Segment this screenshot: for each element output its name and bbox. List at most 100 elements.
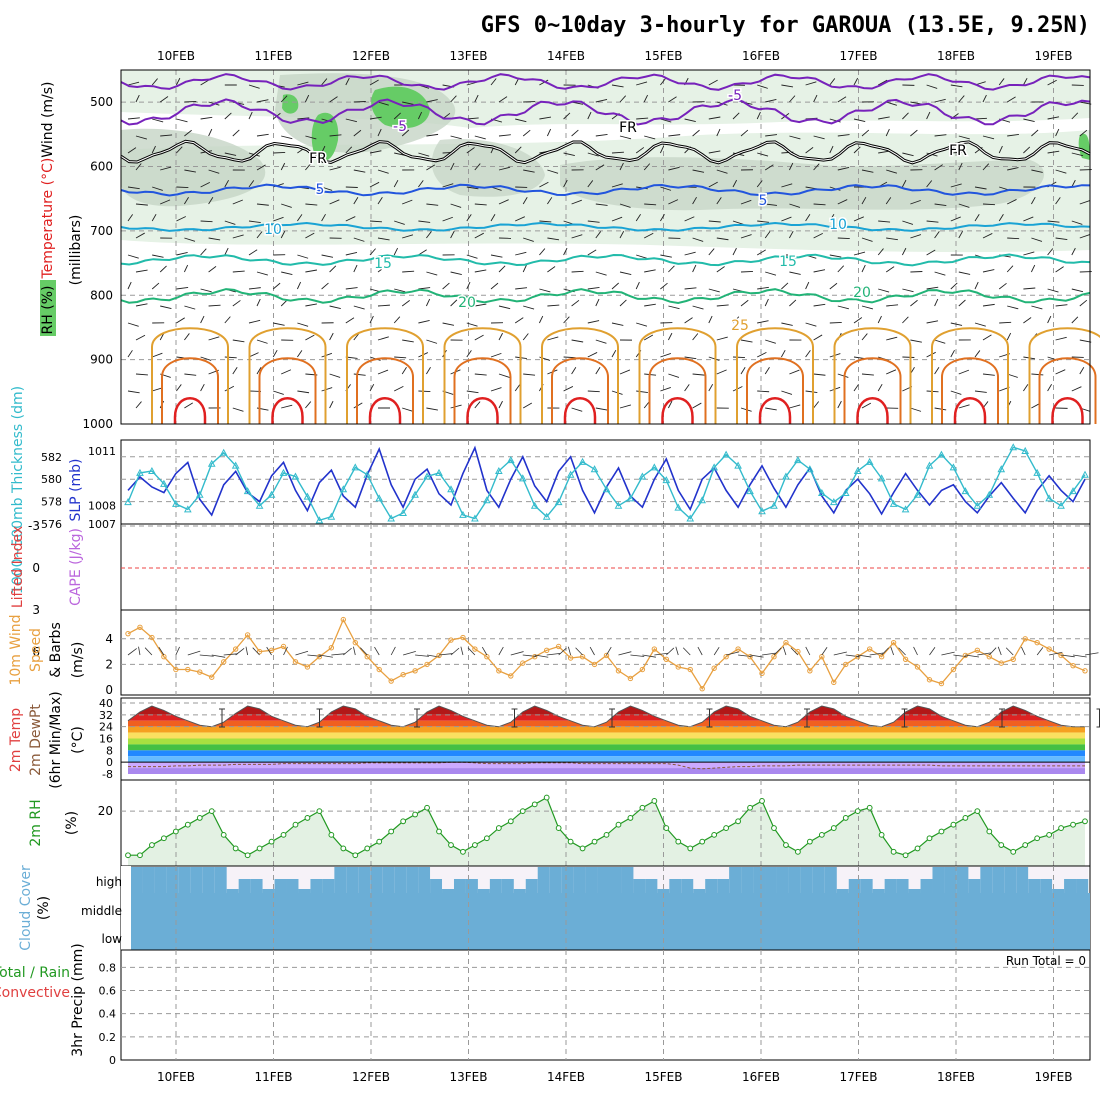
wind-barb <box>345 186 358 188</box>
wind-barb <box>982 163 990 171</box>
wind-barb <box>587 320 600 324</box>
wind-barb <box>757 286 769 290</box>
slp-point <box>566 470 575 478</box>
wind-barb <box>805 147 814 154</box>
wind-barb <box>1023 118 1035 122</box>
wind-barb <box>184 129 192 137</box>
wind10m-frame <box>120 609 1091 696</box>
cloud-high <box>669 879 682 893</box>
wind-barb <box>764 367 770 375</box>
wind-barb <box>127 390 140 394</box>
cloud-mid-low <box>131 893 1090 950</box>
wind10m-point <box>352 639 358 646</box>
date-label-top: 11FEB <box>255 49 293 63</box>
rh2m-point <box>376 838 383 845</box>
wind-barb <box>321 186 333 191</box>
cloud-high <box>657 889 670 893</box>
minmax-bar <box>901 708 908 728</box>
wind-barb <box>345 317 355 324</box>
cloud-high <box>1028 879 1041 893</box>
rh2m-point <box>651 798 658 804</box>
slp-point <box>913 490 922 498</box>
wind-barb <box>151 145 156 154</box>
wind-barb <box>982 94 987 103</box>
wind-barb <box>853 317 863 324</box>
wind10m-point <box>591 661 598 668</box>
li-tick: 3 <box>32 603 40 617</box>
slp-point <box>650 463 659 471</box>
wind10m-point <box>603 652 610 659</box>
wind-barb <box>885 266 895 273</box>
rh2m-point <box>208 808 215 815</box>
wind10m-point <box>1070 662 1076 669</box>
wind-barb <box>643 163 651 171</box>
wind10m-point <box>926 677 933 683</box>
wind-barb <box>877 79 888 86</box>
wind-barb <box>160 199 171 205</box>
slp-point <box>997 465 1006 473</box>
rh2m-point <box>615 821 622 828</box>
rh2m-point <box>364 845 371 852</box>
cloud-high <box>633 879 646 893</box>
wind-barb <box>394 220 405 225</box>
wind10m-point <box>232 646 239 652</box>
wind-barb <box>402 407 413 412</box>
crosssection-frame <box>120 69 1091 425</box>
wind-barb <box>958 95 965 103</box>
warm-dome <box>551 357 609 424</box>
slp-point <box>674 503 683 511</box>
wind-barb <box>708 150 721 154</box>
wind-barb <box>272 282 281 290</box>
slp-point <box>602 485 611 493</box>
wind-barb <box>886 237 898 241</box>
wind-barb <box>393 112 401 120</box>
cloud-high <box>776 867 790 893</box>
wind-barb <box>280 162 286 171</box>
cloud-high <box>585 867 598 893</box>
wind-barb <box>184 237 196 242</box>
wind-barb <box>902 112 909 120</box>
slp-point <box>937 450 946 458</box>
wind-barb <box>401 367 407 375</box>
wind10m-point <box>316 654 323 660</box>
cloud-high-bg <box>262 867 275 893</box>
temp-band <box>128 744 1085 751</box>
wind-barb <box>127 254 139 259</box>
wind-barb <box>813 373 826 376</box>
wind-barb <box>377 197 383 205</box>
thickness-line <box>127 445 1086 517</box>
li-label: Lifted Index <box>10 526 26 608</box>
wind-barb <box>958 369 970 375</box>
wind-barb <box>353 169 366 173</box>
slp-point <box>901 505 910 513</box>
rh2m-point <box>160 835 167 842</box>
temp-band <box>128 756 1085 763</box>
cloud-high <box>214 867 227 893</box>
wind-barb <box>926 320 939 324</box>
wind-barb <box>1055 128 1060 137</box>
wind-barb <box>732 179 738 188</box>
wind-barb <box>1071 386 1082 392</box>
wind-barb <box>765 203 777 206</box>
wind-barb <box>619 203 631 208</box>
wind-barb <box>765 339 776 344</box>
wind10m-point <box>520 660 526 666</box>
wind10m-barb <box>654 652 669 656</box>
wind-barb <box>450 203 462 208</box>
wind-barb <box>232 129 240 137</box>
isotherm-10 <box>120 221 1091 232</box>
wind-barb <box>732 316 740 324</box>
wind-barb <box>595 271 607 276</box>
wind-barb <box>716 128 721 137</box>
isotherm-label: 10 <box>829 217 847 233</box>
wind-barb <box>1047 288 1059 293</box>
minmax-bar <box>316 708 323 728</box>
wind-barb <box>611 183 623 188</box>
date-label-top: 10FEB <box>157 49 195 63</box>
cloud-high <box>226 889 239 893</box>
slp-point <box>686 514 695 522</box>
wind-barb <box>377 128 382 137</box>
wind-barb <box>692 333 699 341</box>
cloud-high <box>956 867 969 893</box>
wind-barb <box>297 350 303 358</box>
